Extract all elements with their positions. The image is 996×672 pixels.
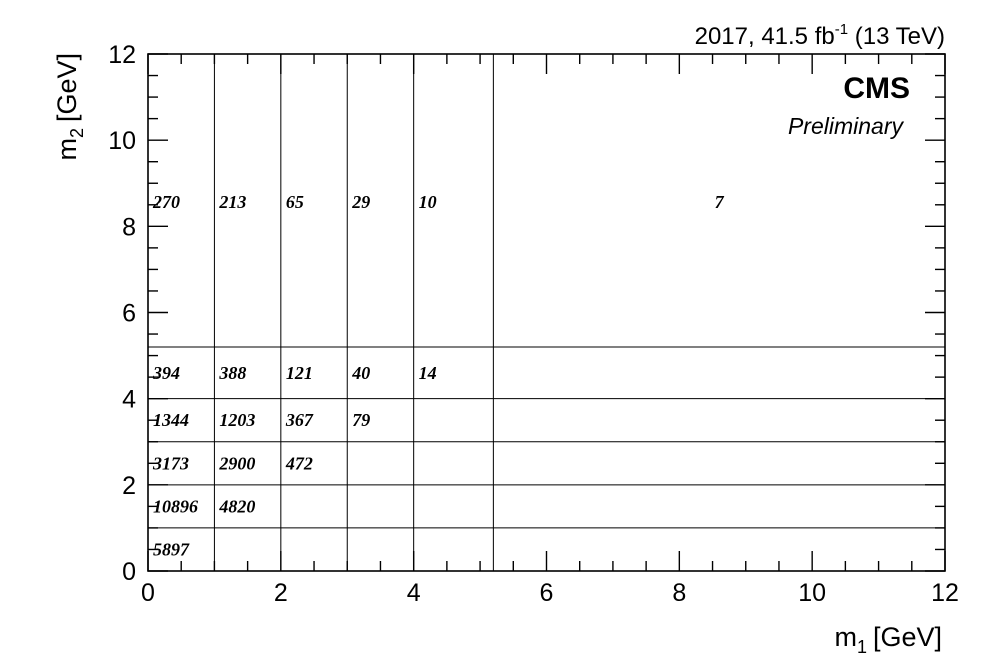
y-axis-unit: [GeV] [52, 53, 82, 122]
cell-value-label: 472 [285, 453, 313, 473]
cell-value-label: 14 [419, 363, 437, 383]
x-tick-label: 10 [798, 579, 826, 607]
y-tick-label: 12 [108, 41, 136, 69]
y-axis-symbol: m [52, 138, 82, 161]
y-tick-label: 4 [122, 386, 136, 414]
cell-value-label: 121 [286, 363, 313, 383]
lumi-label: 2017, 41.5 fb-1 (13 TeV) [695, 21, 945, 50]
cell-labels: 5897 10896 4820 3173 2900 472 1344 1203 367 79 394… [152, 192, 725, 559]
cell-value-label: 65 [286, 192, 304, 212]
tick-labels: 0 2 4 6 8 10 12 0 2 4 6 8 10 12 [108, 41, 959, 607]
cell-value-label: 29 [351, 192, 370, 212]
x-axis-subscript: 1 [857, 637, 867, 657]
cell-value-label: 79 [352, 410, 370, 430]
x-tick-label: 0 [141, 579, 155, 607]
x-axis-symbol: m [834, 622, 857, 652]
cell-value-label: 1344 [153, 410, 189, 430]
x-tick-label: 4 [407, 579, 421, 607]
cell-value-label: 10896 [153, 496, 198, 516]
experiment-label: CMS [843, 72, 910, 105]
status-label: Preliminary [788, 113, 905, 139]
cell-value-label: 367 [285, 410, 314, 430]
cell-value-label: 3173 [152, 453, 189, 473]
cell-value-label: 388 [218, 363, 246, 383]
y-tick-label: 8 [122, 213, 136, 241]
y-tick-label: 6 [122, 300, 136, 328]
x-tick-label: 12 [931, 579, 959, 607]
bin-boundaries [148, 54, 945, 571]
cell-value-label: 1203 [219, 410, 255, 430]
x-tick-label: 6 [540, 579, 554, 607]
cell-value-label: 40 [351, 363, 370, 383]
cell-value-label: 2900 [218, 453, 255, 473]
lumi-prefix: 2017, 41.5 fb [695, 23, 835, 50]
y-tick-label: 10 [108, 127, 136, 155]
cell-value-label: 5897 [153, 539, 190, 559]
x-tick-label: 2 [274, 579, 288, 607]
y-tick-label: 2 [122, 472, 136, 500]
cell-value-label: 4820 [218, 496, 255, 516]
y-axis-title: m2 [GeV] [52, 53, 87, 161]
y-axis-title-group: m2 [GeV] [52, 53, 87, 161]
lumi-suffix: (13 TeV) [848, 23, 945, 50]
plot-frame [147, 53, 946, 572]
cell-value-label: 10 [419, 192, 437, 212]
cell-value-label: 213 [218, 192, 246, 212]
x-axis-unit: [GeV] [873, 622, 942, 652]
cell-value-label: 270 [152, 192, 180, 212]
x-tick-label: 8 [672, 579, 686, 607]
x-axis-title: m1 [GeV] [834, 622, 942, 657]
lumi-exponent: -1 [835, 21, 848, 38]
cell-value-label: 394 [152, 363, 180, 383]
cell-value-label: 7 [715, 192, 725, 212]
y-axis-subscript: 2 [67, 128, 87, 138]
y-tick-label: 0 [122, 558, 136, 586]
